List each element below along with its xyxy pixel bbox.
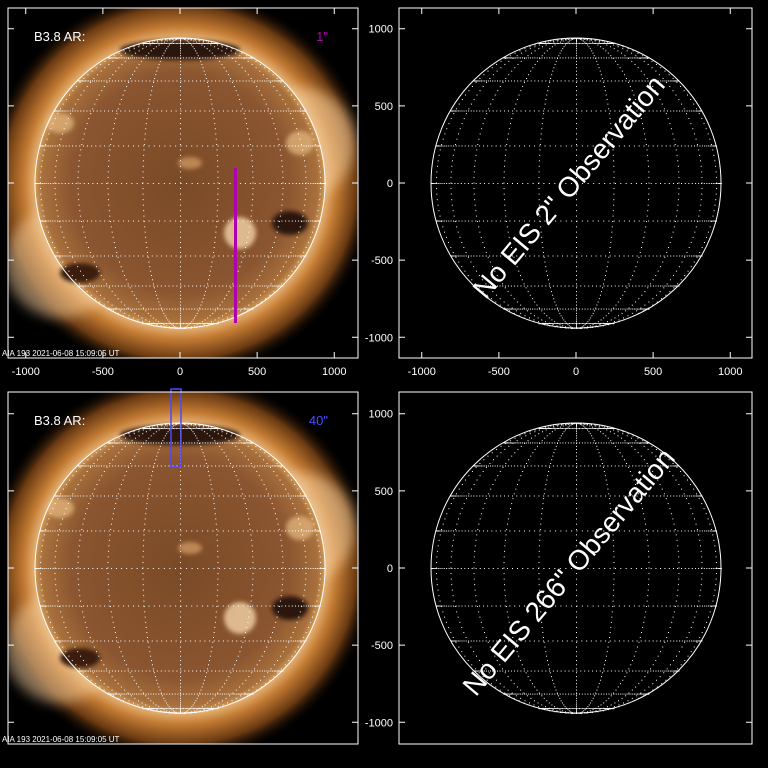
- y-tick-label: -500: [371, 255, 393, 267]
- x-tick-label: -1000: [12, 366, 40, 378]
- no-observation-message: No EIS 266" Observation: [457, 442, 681, 701]
- axis-ticks: [8, 413, 358, 723]
- y-tick-label: 500: [375, 486, 393, 498]
- y-tick-label: -1000: [365, 332, 393, 344]
- slit-width-label: 1": [316, 29, 328, 44]
- panel-bottom-right: No EIS 266" Observation 1000 500 0 -500 -1000: [365, 391, 753, 745]
- x-tick-label: 1000: [322, 366, 346, 378]
- panel-top-left: B3.8 AR: 1" AIA 193 2021-06-08 15:09:05 UT…: [2, 7, 359, 378]
- panel-top-right: No EIS 2" Observation -1000 -500 0 500 1000 10…: [365, 7, 753, 378]
- x-tick-label: -500: [488, 366, 510, 378]
- heliographic-grid: [35, 423, 326, 714]
- x-tick-label: 1000: [718, 366, 742, 378]
- x-tick-label: 500: [644, 366, 662, 378]
- eis-slit-marker: [234, 168, 237, 323]
- y-tick-label: 500: [375, 101, 393, 113]
- y-tick-label: 1000: [369, 409, 393, 421]
- eis-raster-box: [170, 388, 182, 468]
- flare-class-label: B3.8 AR:: [34, 413, 85, 428]
- heliographic-grid: [431, 38, 722, 329]
- x-tick-label: 0: [573, 366, 579, 378]
- x-tick-label: -500: [92, 366, 114, 378]
- axis-ticks: -1000 -500 0 500 1000: [8, 8, 358, 378]
- slit-width-label: 40": [309, 413, 328, 428]
- x-tick-label: 0: [177, 366, 183, 378]
- image-caption: AIA 193 2021-06-08 15:09:05 UT: [2, 735, 120, 744]
- axis-ticks: -1000 -500 0 500 1000 1000 500 0 -500 -1000: [365, 8, 752, 378]
- y-tick-label: 1000: [369, 24, 393, 36]
- y-tick-label: 0: [387, 178, 393, 190]
- axis-ticks: 1000 500 0 -500 -1000: [365, 409, 752, 729]
- no-observation-message: No EIS 2" Observation: [467, 69, 671, 304]
- panel-bottom-left: B3.8 AR: 40" AIA 193 2021-06-08 15:09:05 U…: [2, 388, 359, 745]
- heliographic-grid: [35, 38, 326, 329]
- y-tick-label: -500: [371, 640, 393, 652]
- image-caption: AIA 193 2021-06-08 15:09:05 UT: [2, 349, 120, 358]
- y-tick-label: 0: [387, 563, 393, 575]
- x-tick-label: 500: [248, 366, 266, 378]
- x-tick-label: -1000: [408, 366, 436, 378]
- heliographic-grid: [431, 423, 722, 714]
- y-tick-label: -1000: [365, 717, 393, 729]
- flare-class-label: B3.8 AR:: [34, 29, 85, 44]
